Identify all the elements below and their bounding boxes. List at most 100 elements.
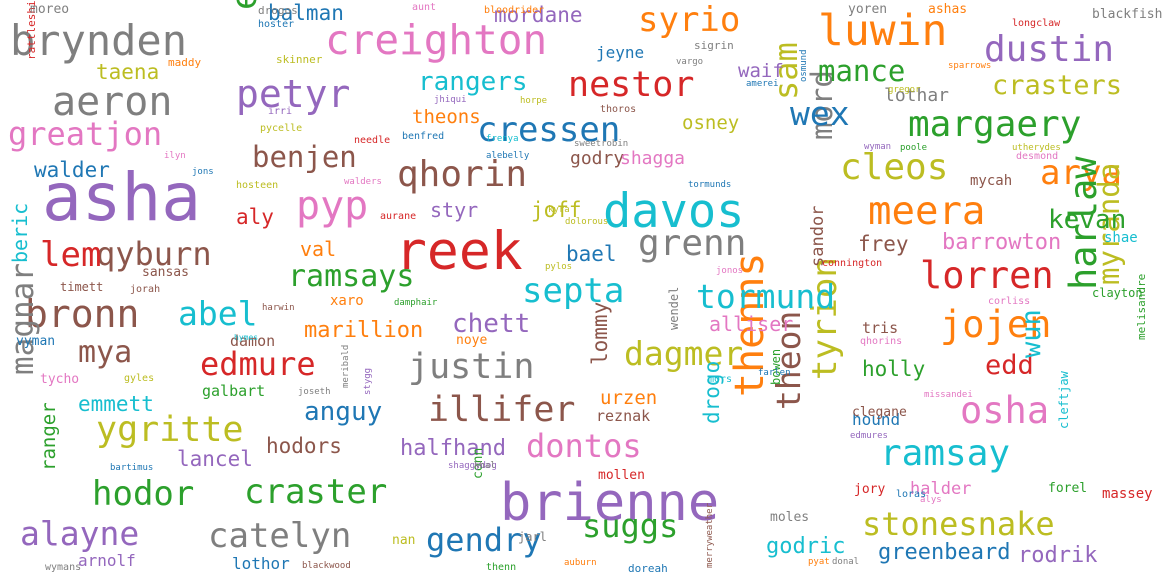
cloud-word: xaro [330, 293, 364, 309]
cloud-word: tris [862, 319, 899, 337]
cloud-word: frenya [486, 134, 519, 144]
cloud-word: osha [960, 389, 1050, 432]
cloud-word: kyra [548, 205, 570, 215]
cloud-word: lorren [920, 254, 1054, 297]
cloud-word: osney [682, 112, 740, 134]
cloud-word: hosteen [236, 180, 279, 191]
cloud-word: meribald [341, 344, 351, 388]
cloud-word: aly [236, 205, 274, 229]
cloud-word: alebelly [486, 151, 530, 161]
cloud-word: hodor [92, 474, 195, 514]
cloud-word: drogos [258, 4, 298, 17]
cloud-word: jorah [130, 284, 161, 295]
cloud-word: hoster [258, 19, 295, 30]
cloud-word: walders [344, 177, 382, 187]
cloud-word: hymes [234, 333, 259, 342]
cloud-word: joseth [298, 387, 331, 397]
cloud-word: jhiqui [434, 95, 467, 105]
cloud-word: beric [8, 202, 32, 263]
cloud-word: dagmer [624, 334, 744, 373]
cloud-word: rodrik [1018, 543, 1098, 568]
cloud-word: timett [60, 280, 104, 294]
cloud-word: urzen [600, 387, 658, 409]
cloud-word: wun [1016, 309, 1047, 358]
cloud-word: damphair [394, 298, 438, 308]
cloud-word: hodors [266, 434, 342, 458]
cloud-word: auburn [564, 558, 597, 568]
cloud-word: mors [708, 374, 733, 385]
cloud-word: maddy [168, 56, 202, 69]
cloud-word: missandei [924, 390, 973, 400]
cloud-word: sparrows [948, 61, 992, 71]
cloud-word: greatjon [8, 115, 163, 153]
cloud-word: val [300, 237, 337, 261]
cloud-word: reznak [596, 407, 651, 425]
cloud-word: mance [818, 54, 906, 88]
cloud-word: lothor [232, 554, 290, 573]
cloud-word: balman [268, 1, 344, 25]
cloud-word: greenbeard [878, 540, 1011, 565]
cloud-word: edmures [850, 431, 888, 441]
cloud-word: bronn [25, 292, 140, 336]
cloud-word: alys [920, 495, 942, 505]
cloud-word: pylos [545, 262, 573, 272]
cloud-word: crasters [992, 70, 1123, 101]
cloud-word: bloodrider [484, 5, 545, 16]
cloud-word: shagga [620, 148, 686, 169]
cloud-word: edmure [200, 345, 316, 383]
cloud-word: styr [430, 198, 479, 222]
cloud-word: joff [531, 198, 582, 222]
cloud-word: blackfish [1092, 7, 1163, 22]
cloud-word: galbart [202, 382, 266, 400]
cloud-word: harwin [262, 303, 295, 313]
cloud-word: shae [1104, 230, 1138, 246]
cloud-word: tormunds [688, 180, 732, 190]
cloud-word: aurane [380, 211, 417, 222]
cloud-word: wex [790, 94, 850, 133]
cloud-word: qhorins [860, 336, 903, 347]
cloud-word: davos [603, 184, 745, 239]
cloud-word: amerei [746, 79, 779, 89]
cloud-word: godric [766, 534, 846, 559]
cloud-word: ashas [928, 2, 968, 17]
cloud-word: mordane [494, 3, 583, 27]
cloud-word: edd [985, 350, 1034, 381]
cloud-word: syrio [638, 0, 741, 40]
cloud-word: jeyne [596, 43, 645, 62]
cloud-word: yoren [848, 2, 888, 17]
cloud-word: stonesnake [862, 505, 1055, 543]
cloud-word: godry [570, 148, 625, 169]
cloud-word: poole [900, 143, 928, 153]
cloud-word: holly [862, 357, 926, 381]
cloud-word: irri [268, 106, 293, 117]
cloud-word: mycah [970, 173, 1013, 189]
cloud-word: bael [566, 242, 617, 266]
cloud-word: shaggydog [448, 461, 497, 471]
cloud-word: septa [522, 271, 625, 311]
cloud-word: tyrion [805, 257, 845, 380]
cloud-word: massey [1102, 486, 1153, 502]
cloud-word: clegane [852, 405, 907, 420]
cloud-word: halfhand [400, 436, 506, 461]
cloud-word: margaery [908, 104, 1082, 145]
cloud-word: meera [868, 189, 986, 234]
cloud-word: gendry [426, 521, 542, 559]
cloud-word: qyburn [96, 235, 212, 273]
cloud-word: moles [770, 510, 810, 525]
cloud-word: alayne [20, 514, 140, 553]
cloud-word: skinner [276, 53, 323, 66]
cloud-word: lommy [588, 301, 612, 365]
cloud-word: osmund [799, 49, 809, 82]
cloud-word: dolorous [565, 217, 609, 227]
cloud-word: aeron [52, 79, 173, 125]
cloud-word: ilyn [164, 151, 186, 161]
cloud-word: cleftjaw [1057, 371, 1071, 429]
cloud-word: barrowton [942, 230, 1062, 255]
cloud-word: sweetrobin [574, 139, 629, 149]
cloud-word: abel [178, 294, 258, 333]
cloud-word: alliser [709, 312, 794, 336]
cloud-word: horpe [520, 96, 548, 106]
cloud-word: creighton [325, 16, 548, 64]
cloud-word: thoros [600, 104, 637, 115]
cloud-word: lem [40, 235, 102, 275]
